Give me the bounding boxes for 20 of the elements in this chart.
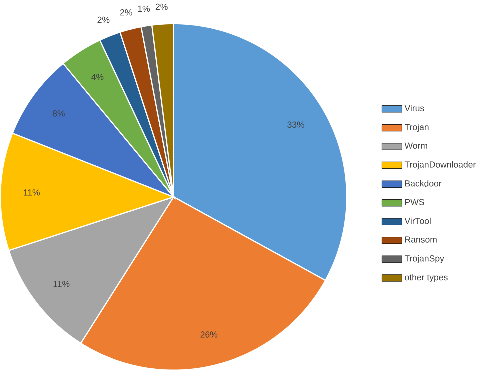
data-label: 2% — [120, 10, 132, 16]
data-label: 8% — [52, 110, 65, 117]
data-label: 33% — [288, 122, 305, 128]
data-label: 2% — [156, 4, 168, 10]
legend-label: Backdoor — [405, 180, 442, 187]
data-label: 11% — [24, 190, 40, 196]
data-label: 11% — [54, 281, 70, 288]
data-label: 1% — [138, 6, 150, 12]
legend-label: Trojan — [404, 124, 429, 132]
legend-label: TrojanDownloader — [404, 161, 476, 170]
data-label: 2% — [98, 16, 110, 24]
data-label: 26% — [200, 332, 218, 338]
legend-label: other types — [405, 274, 448, 282]
legend-label: VirTool — [404, 218, 431, 224]
legend-label: TrojanSpy — [404, 255, 444, 264]
legend-label: Ransom — [405, 236, 437, 243]
legend-label: Worm — [404, 142, 428, 150]
legend-label: PWS — [405, 199, 424, 206]
legend-label: Virus — [404, 105, 424, 112]
data-label: 4% — [92, 74, 104, 80]
